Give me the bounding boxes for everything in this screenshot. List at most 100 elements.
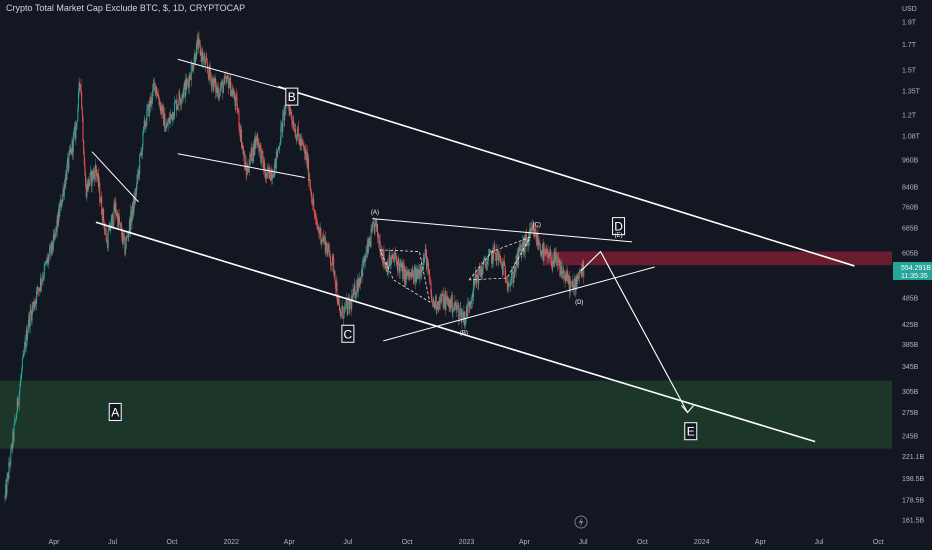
candle-body xyxy=(213,78,215,91)
candle-body xyxy=(547,251,549,257)
price-tick-label: 221.1B xyxy=(902,454,925,461)
candle-body xyxy=(369,241,371,247)
time-tick-label: Apr xyxy=(519,539,531,546)
wave-label-box xyxy=(285,87,299,106)
candle-body xyxy=(9,463,11,465)
candle-body xyxy=(284,105,286,109)
candle-body xyxy=(204,60,206,65)
candle-body xyxy=(318,228,320,233)
candle-body xyxy=(308,179,310,181)
candle-body xyxy=(513,267,515,278)
candle-body xyxy=(125,247,127,255)
candle-body xyxy=(123,236,125,239)
candle-body xyxy=(17,398,19,406)
time-axis[interactable]: Apr Jul Oct 2022 Apr Jul Oct 2023 Apr Jul Oct 2024 A… xyxy=(49,539,884,546)
candle-body xyxy=(396,261,398,262)
candle-body xyxy=(269,167,271,179)
candle-body xyxy=(574,278,576,289)
candle-body xyxy=(148,104,150,117)
candle-body xyxy=(298,133,300,140)
candle-body xyxy=(59,199,61,206)
candle-body xyxy=(50,240,52,254)
candle-body xyxy=(444,294,446,304)
wave-label: C xyxy=(344,327,353,341)
candle-body xyxy=(516,251,518,266)
candle-body xyxy=(153,83,155,85)
candle-body xyxy=(572,281,574,291)
candle-body xyxy=(170,114,172,115)
candle-body xyxy=(573,284,575,289)
candle-body xyxy=(412,270,414,274)
candle-body xyxy=(263,162,265,171)
candle-body xyxy=(450,298,452,308)
candle-body xyxy=(126,236,128,239)
candle-body xyxy=(515,256,517,272)
candle-body xyxy=(218,94,220,98)
candle-body xyxy=(92,171,94,179)
candle-body xyxy=(579,271,581,274)
candle-body xyxy=(561,271,563,279)
candle-body xyxy=(525,234,527,246)
candle-body xyxy=(366,250,368,253)
candle-body xyxy=(340,313,342,317)
candle-body xyxy=(457,305,459,306)
candle-body xyxy=(459,309,461,317)
candle-body xyxy=(231,89,233,92)
candle-body xyxy=(90,171,92,186)
replay-icon[interactable] xyxy=(574,515,588,529)
candle-body xyxy=(528,236,530,241)
candle-body xyxy=(199,40,201,45)
candle-body xyxy=(212,78,214,91)
candle-body xyxy=(48,247,50,256)
candle-body xyxy=(43,276,45,279)
candle-body xyxy=(64,183,66,188)
candle-body xyxy=(293,130,295,132)
candle-body xyxy=(481,267,483,275)
candle-body xyxy=(529,228,531,233)
candle-body xyxy=(49,246,51,248)
candle-body xyxy=(226,75,228,79)
candle-body xyxy=(116,213,118,217)
candle-body xyxy=(352,288,354,300)
candle-body xyxy=(110,228,112,231)
drawing-lines[interactable] xyxy=(91,58,855,443)
candle-body xyxy=(188,74,190,88)
candle-body xyxy=(197,37,199,50)
candle-body xyxy=(16,413,18,419)
candle-body xyxy=(317,228,319,229)
candle-body xyxy=(297,126,299,137)
candle-body xyxy=(474,271,476,281)
candle-body xyxy=(315,217,317,220)
candle-body xyxy=(279,145,281,150)
candle-body xyxy=(548,252,550,259)
candle-body xyxy=(23,346,25,355)
candle-body xyxy=(303,146,305,149)
wave-label-box xyxy=(341,324,355,343)
candle-body xyxy=(558,258,560,263)
candle-body xyxy=(505,282,507,284)
candle-body xyxy=(315,216,317,218)
candle-body xyxy=(62,188,64,195)
candle-body xyxy=(102,208,104,221)
candle-body xyxy=(229,77,231,85)
candle-body xyxy=(30,309,32,312)
wave-label: B xyxy=(288,90,296,104)
candle-body xyxy=(259,145,261,146)
candle-body xyxy=(508,282,510,286)
candle-body xyxy=(279,142,281,146)
candle-body xyxy=(177,104,179,107)
candle-body xyxy=(420,265,422,275)
candle-body xyxy=(181,94,183,99)
candle-body xyxy=(179,92,181,100)
candle-body xyxy=(469,306,471,308)
candle-body xyxy=(411,270,413,278)
candle-body xyxy=(211,80,213,87)
candle-body xyxy=(150,96,152,104)
candle-body xyxy=(524,238,526,253)
candle-body xyxy=(119,223,121,225)
candle-body xyxy=(221,81,223,88)
candle-body xyxy=(461,313,463,322)
candle-body xyxy=(347,300,349,315)
